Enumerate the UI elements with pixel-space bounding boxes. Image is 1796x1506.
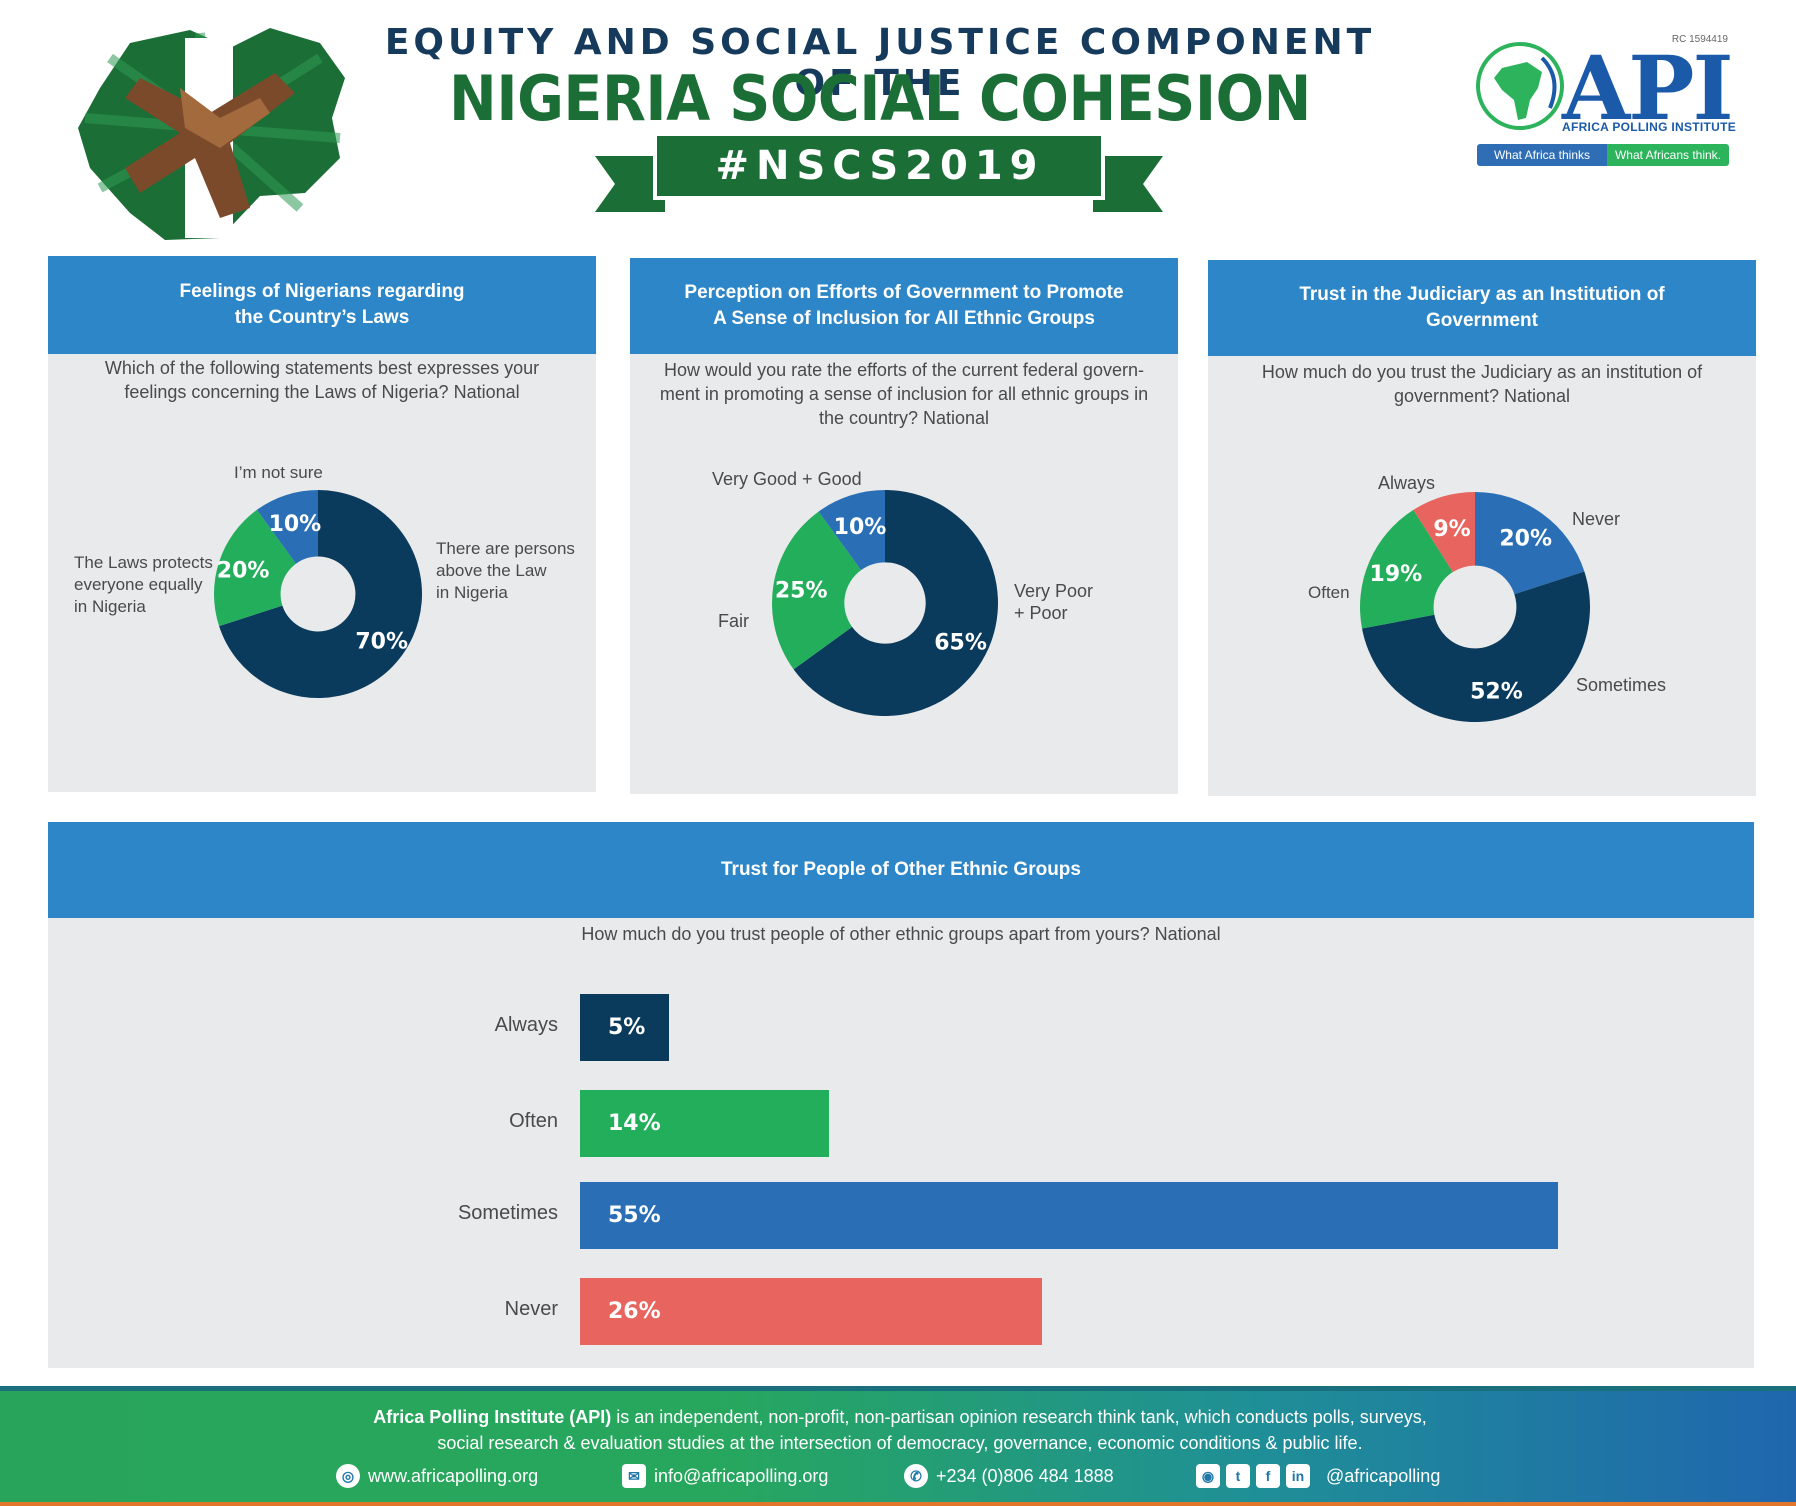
slice-laws-equal-value: 20% — [217, 559, 270, 584]
footer-bottom-line — [0, 1502, 1796, 1506]
phone-link[interactable]: ✆ +234 (0)806 484 1888 — [904, 1464, 1114, 1488]
tagline-right: What Africans think. — [1607, 144, 1729, 166]
mail-icon: ✉ — [622, 1464, 646, 1488]
bar-sometimes-label: Sometimes — [457, 1202, 558, 1224]
label-often: Often — [1308, 583, 1350, 602]
globe-icon: ◎ — [336, 1464, 360, 1488]
panel-ethnic-title: Trust for People of Other Ethnic Groups — [48, 822, 1754, 918]
bar-always-label: Always — [494, 1014, 558, 1036]
slice-never — [1475, 492, 1585, 595]
linkedin-icon[interactable]: in — [1286, 1464, 1310, 1488]
slice-often — [1360, 509, 1453, 629]
label-sometimes: Sometimes — [1576, 675, 1667, 695]
twitter-icon[interactable]: t — [1226, 1464, 1250, 1488]
label-fair: Fair — [718, 611, 749, 631]
slice-not-sure — [256, 490, 318, 564]
page-header: EQUITY AND SOCIAL JUSTICE COMPONENT OF T… — [0, 0, 1796, 240]
hashtag: #NSCS2019 — [715, 143, 1045, 189]
inclusion-donut-chart: 65% 25% 10% — [772, 490, 998, 716]
bar-never-label: Never — [504, 1298, 558, 1320]
footer-top-line — [0, 1386, 1796, 1391]
bar-often-label: Often — [509, 1110, 558, 1132]
panel-judiciary: Trust in the Judiciary as an Institution… — [1208, 260, 1756, 796]
label-very-poor-poor: Very Poor + Poor — [1014, 581, 1094, 623]
logo-name: AFRICA POLLING INSTITUTE — [1562, 120, 1737, 134]
label-not-sure: I’m not sure — [234, 463, 323, 482]
panel-laws-question: Which of the following statements best e… — [104, 358, 540, 402]
website-link[interactable]: ◎ www.africapolling.org — [336, 1464, 538, 1488]
panel-laws-title: Feelings of Nigerians regarding the Coun… — [48, 256, 596, 354]
rc-number: RC 1594419 — [1671, 34, 1728, 45]
label-never: Never — [1572, 509, 1621, 529]
social-handle: @africapolling — [1326, 1465, 1441, 1486]
email-link[interactable]: ✉ info@africapolling.org — [622, 1464, 828, 1488]
slice-above-law — [219, 490, 422, 698]
tagline-left: What Africa thinks — [1477, 144, 1607, 166]
logo-letters: API — [1562, 36, 1734, 140]
slice-sometimes-value: 52% — [1470, 679, 1523, 704]
bar-never-value: 26% — [608, 1299, 661, 1324]
ethnic-bar-chart: Always 5% Often 14% Sometimes 55% Never 26% — [48, 822, 1754, 1368]
slice-not-sure-value: 10% — [269, 512, 322, 537]
label-always: Always — [1378, 473, 1436, 493]
slice-very-good-good-value: 10% — [834, 515, 887, 540]
bar-often-value: 14% — [608, 1111, 661, 1136]
facebook-icon[interactable]: f — [1256, 1464, 1280, 1488]
footer: Africa Polling Institute (API) is an ind… — [0, 1386, 1796, 1506]
label-above-law: There are persons above the Law in Niger… — [436, 539, 575, 602]
judiciary-donut-chart: 20% 52% 19% 9% — [1360, 492, 1590, 722]
label-laws-equal: The Laws protects everyone equally in Ni… — [74, 553, 213, 616]
panel-judiciary-title: Trust in the Judiciary as an Institution… — [1208, 260, 1756, 356]
slice-always-value: 9% — [1433, 517, 1470, 542]
slice-fair-value: 25% — [775, 579, 828, 604]
panel-laws: Feelings of Nigerians regarding the Coun… — [48, 256, 596, 792]
laws-donut-chart: 70% 20% 10% — [214, 490, 422, 698]
slice-very-poor-poor — [793, 490, 998, 716]
bar-never: 26% — [580, 1278, 1043, 1345]
panel-inclusion: Perception on Efforts of Government to P… — [630, 258, 1178, 794]
slice-very-good-good — [818, 490, 885, 571]
bar-often: 14% — [580, 1090, 829, 1157]
header-kicker: EQUITY AND SOCIAL JUSTICE COMPONENT OF T… — [384, 22, 1376, 104]
panel-inclusion-question: How would you rate the efforts of the cu… — [659, 360, 1149, 428]
panel-judiciary-question: How much do you trust the Judiciary as a… — [1261, 362, 1703, 406]
slice-above-law-value: 70% — [355, 629, 408, 654]
hashtag-ribbon — [595, 134, 1163, 212]
phone-icon: ✆ — [904, 1464, 928, 1488]
slice-fair — [772, 511, 862, 670]
nigeria-map-hands-icon — [78, 28, 345, 240]
slice-often-value: 19% — [1370, 562, 1423, 587]
instagram-icon[interactable]: ◉ — [1196, 1464, 1220, 1488]
slice-very-poor-poor-value: 65% — [934, 631, 987, 656]
bar-always-value: 5% — [608, 1015, 646, 1040]
label-very-good-good: Very Good + Good — [712, 469, 862, 489]
africa-globe-icon — [1476, 42, 1564, 130]
footer-description: Africa Polling Institute (API) is an ind… — [373, 1407, 1427, 1453]
panel-ethnic-question: How much do you trust people of other et… — [581, 924, 1221, 944]
slice-sometimes — [1362, 571, 1590, 722]
api-logo: RC 1594419 API AFRICA POLLING INSTITUTE … — [1462, 32, 1742, 172]
slice-laws-equal — [214, 509, 296, 627]
panel-inclusion-title: Perception on Efforts of Government to P… — [630, 258, 1178, 354]
slice-never-value: 20% — [1499, 526, 1552, 551]
slice-always — [1413, 492, 1475, 573]
bar-sometimes: 55% — [580, 1182, 1558, 1249]
bar-always: 5% — [580, 994, 669, 1061]
panel-ethnic-trust: Trust for People of Other Ethnic Groups … — [48, 822, 1754, 1368]
bar-sometimes-value: 55% — [608, 1203, 661, 1228]
social-links: ◉ t f in @africapolling — [1196, 1464, 1440, 1488]
